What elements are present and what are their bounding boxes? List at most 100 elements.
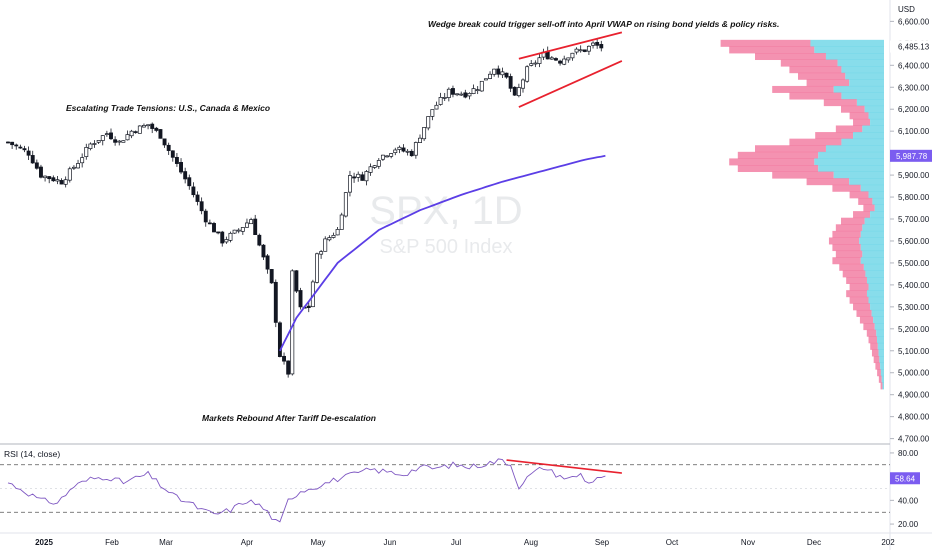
candle-down: [257, 234, 262, 246]
time-tick-label: Nov: [741, 538, 755, 547]
volume-bar-sell: [806, 178, 850, 186]
volume-bar-buy: [870, 303, 884, 311]
volume-bar-sell: [798, 72, 846, 80]
volume-bar-buy: [863, 263, 884, 271]
volume-bar-sell: [856, 309, 872, 317]
candle-up: [343, 192, 348, 217]
candle-down: [253, 218, 258, 235]
candle-down: [10, 141, 15, 146]
candle-down: [113, 139, 118, 143]
candle-up: [137, 125, 142, 134]
time-tick-label: Jul: [451, 538, 461, 547]
volume-bar-sell: [815, 132, 854, 140]
time-axis[interactable]: 2025 Feb Mar Apr May Jun Jul Aug Sep Oct Nov Dec 202: [0, 532, 932, 547]
rsi-line: [7, 458, 606, 523]
candle-up: [327, 237, 332, 241]
annotation-wedge: Wedge break could trigger sell-off into …: [428, 19, 779, 29]
volume-bar-sell: [755, 145, 826, 153]
volume-bar-buy: [841, 138, 884, 146]
candle-down: [269, 269, 274, 284]
candle-up: [368, 166, 373, 173]
volume-bar-buy: [856, 99, 884, 107]
volume-bar-buy: [877, 342, 884, 350]
candle-up: [76, 163, 80, 169]
volume-bar-sell: [832, 244, 861, 252]
vwap-line: [279, 154, 606, 352]
volume-bar-sell: [789, 92, 842, 100]
volume-bar-buy: [837, 59, 884, 67]
candle-down: [187, 177, 192, 187]
price-axis[interactable]: USD 6,600.006,500.006,400.006,300.006,20…: [889, 0, 932, 550]
volume-bar-sell: [772, 171, 834, 179]
volume-bar-buy: [870, 118, 884, 126]
candle-up: [389, 153, 394, 157]
candle-up: [459, 93, 464, 96]
price-tick-label: 4,800.00: [898, 413, 930, 422]
candle-down: [26, 150, 31, 156]
time-tick-label: Dec: [807, 538, 821, 547]
candle-up: [372, 165, 377, 168]
volume-bar-sell: [873, 356, 880, 364]
volume-bar-buy: [872, 197, 884, 205]
volume-bar-sell: [880, 382, 883, 390]
candle-up: [121, 140, 126, 143]
candle-up: [570, 52, 575, 59]
volume-bar-sell: [720, 39, 811, 47]
candle-down: [183, 171, 188, 180]
volume-bar-sell: [806, 79, 850, 87]
price-tick-label: 5,300.00: [898, 303, 930, 312]
candle-up: [492, 68, 497, 75]
volume-bar-buy: [862, 250, 884, 258]
volume-bar-sell: [841, 217, 865, 225]
candle-down: [352, 176, 357, 179]
volume-bar-sell: [832, 257, 861, 265]
volume-bar-sell: [863, 323, 875, 331]
price-tick-label: 5,800.00: [898, 193, 930, 202]
overlays: [279, 31, 623, 352]
candle-down: [154, 127, 159, 131]
candle-up: [80, 157, 85, 164]
price-tick-label: 5,400.00: [898, 281, 930, 290]
volume-bar-sell: [868, 336, 878, 344]
candle-up: [249, 219, 254, 225]
candle-up: [586, 45, 591, 52]
volume-bar-buy: [825, 53, 884, 61]
candle-up: [434, 104, 439, 110]
price-tick-label: 5,200.00: [898, 325, 930, 334]
vwap-price-badge: [890, 149, 932, 162]
price-tick-label: 5,500.00: [898, 259, 930, 268]
volume-bar-sell: [780, 59, 838, 67]
price-tick-label: 6,400.00: [898, 61, 930, 70]
volume-bar-buy: [865, 270, 884, 278]
candle-up: [516, 87, 521, 97]
candle-up: [67, 168, 72, 181]
volume-bar-sell: [849, 112, 869, 120]
volume-bar-sell: [737, 151, 819, 159]
volume-bar-sell: [835, 224, 863, 232]
candle-up: [63, 179, 68, 185]
volume-bar-sell: [870, 342, 878, 350]
volume-bar-sell: [853, 303, 871, 311]
candle-down: [401, 147, 406, 152]
candle-up: [146, 124, 151, 127]
candle-up: [578, 49, 583, 52]
volume-bar-buy: [860, 244, 884, 252]
volume-bar-sell: [789, 138, 842, 146]
volume-bar-sell: [871, 349, 879, 357]
candle-up: [356, 173, 361, 178]
candle-down: [166, 144, 171, 151]
volume-bar-sell: [846, 276, 867, 284]
volume-bar-buy: [866, 290, 884, 298]
price-tick-label: 5,100.00: [898, 347, 930, 356]
candle-up: [426, 116, 431, 129]
candle-down: [582, 49, 587, 52]
wedge-upper-line: [518, 31, 623, 60]
candle-up: [446, 88, 451, 98]
candle-up: [422, 127, 427, 140]
candle-up: [331, 234, 336, 238]
candle-down: [158, 129, 163, 139]
price-tick-label: 5,000.00: [898, 369, 930, 378]
volume-bar-sell: [849, 191, 869, 199]
candle-up: [125, 134, 130, 141]
